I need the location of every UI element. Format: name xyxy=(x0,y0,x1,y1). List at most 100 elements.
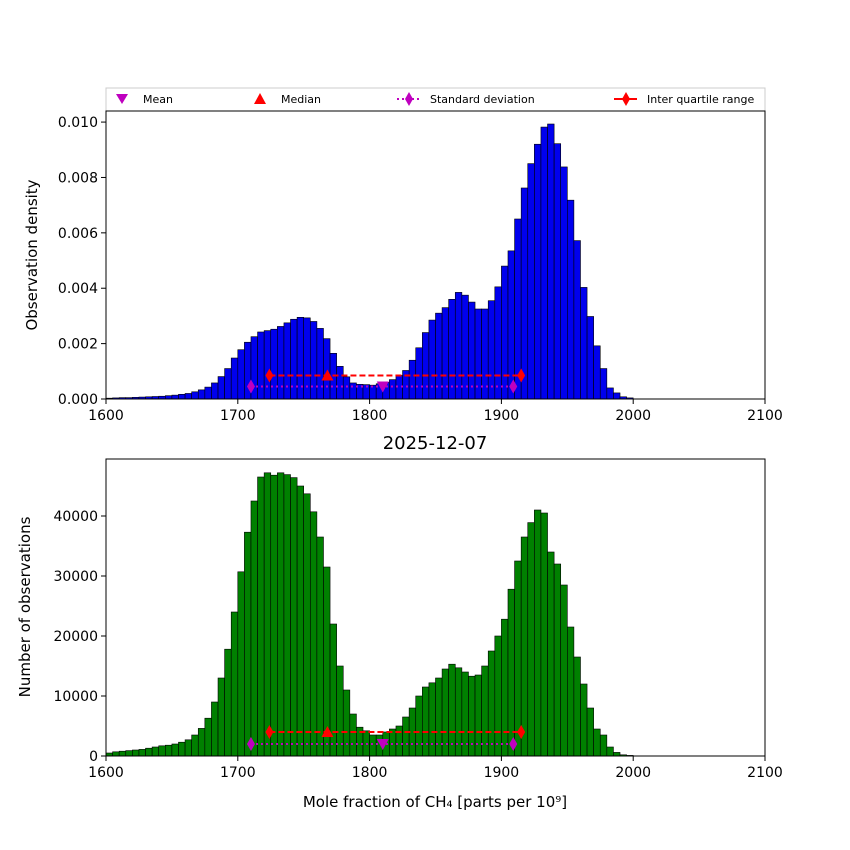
histogram-bar xyxy=(487,650,496,757)
count-stat-markers xyxy=(246,725,526,751)
histogram-bar xyxy=(171,394,179,400)
histogram-bar xyxy=(316,536,324,757)
histogram-bar xyxy=(257,476,265,757)
histogram-bar xyxy=(244,531,252,757)
histogram-bar xyxy=(369,734,377,757)
histogram-bar xyxy=(178,393,186,400)
histogram-bar xyxy=(520,187,529,400)
histogram-bar xyxy=(277,472,285,757)
histogram-bar xyxy=(428,682,436,757)
histogram-bar xyxy=(527,163,535,400)
histogram-bar xyxy=(501,618,509,757)
legend-std-marker xyxy=(405,92,413,106)
legend-mean-label: Mean xyxy=(143,93,173,106)
histogram-bar xyxy=(560,584,568,757)
histogram-bar xyxy=(481,308,489,400)
histogram-bar xyxy=(586,316,594,400)
y-tick-label: 0.002 xyxy=(58,337,98,353)
count-bars xyxy=(105,472,634,757)
histogram-bar xyxy=(454,667,463,757)
histogram-bar xyxy=(178,741,186,757)
histogram-bar xyxy=(593,728,601,757)
histogram-bar xyxy=(534,143,542,400)
histogram-bar xyxy=(415,695,423,757)
histogram-bar xyxy=(263,330,272,400)
legend: Mean Median Standard deviation Inter qua… xyxy=(105,87,766,112)
histogram-bar xyxy=(257,331,265,400)
x-tick-label: 1900 xyxy=(484,765,520,781)
y-tick-label: 0.010 xyxy=(58,115,98,131)
histogram-bar xyxy=(599,734,608,757)
histogram-bar xyxy=(580,287,588,400)
histogram-bar xyxy=(441,307,449,400)
histogram-bar xyxy=(237,349,245,400)
histogram-bar xyxy=(349,713,357,757)
count-panel-title: 2025-12-07 xyxy=(383,433,488,454)
histogram-bar xyxy=(112,751,120,757)
histogram-bar xyxy=(389,728,397,757)
histogram-bar xyxy=(184,739,192,757)
histogram-bar xyxy=(165,744,173,757)
histogram-bar xyxy=(184,393,192,400)
histogram-bar xyxy=(296,485,304,757)
histogram-bar xyxy=(132,749,140,757)
count-y-axis-label: Number of observations xyxy=(16,516,34,697)
histogram-bar xyxy=(408,359,417,400)
histogram-bar xyxy=(507,250,515,400)
histogram-bar xyxy=(224,648,232,757)
count-x-ticks: 1600 1700 1800 1900 2000 2100 xyxy=(88,756,783,781)
count-histogram-panel: 2025-12-07 1600 1700 1800 1900 2000 2100 0 100… xyxy=(16,433,783,811)
legend-mean-marker xyxy=(116,94,128,104)
y-tick-label: 30000 xyxy=(53,569,98,585)
histogram-bar xyxy=(527,522,535,757)
median-marker xyxy=(321,369,334,381)
histogram-bar xyxy=(270,328,278,400)
iqr-low-marker xyxy=(265,725,274,739)
histogram-bar xyxy=(448,299,456,400)
histogram-bar xyxy=(138,749,146,757)
histogram-bar xyxy=(171,743,179,757)
histogram-bar xyxy=(580,683,588,757)
histogram-bar xyxy=(606,387,614,400)
histogram-bar xyxy=(323,338,331,400)
y-tick-label: 40000 xyxy=(53,509,98,525)
histogram-bar xyxy=(283,322,291,400)
histogram-bar xyxy=(573,656,581,757)
histogram-bar xyxy=(250,500,258,757)
histogram-bar xyxy=(422,332,430,400)
iqr-low-marker xyxy=(265,368,274,383)
count-x-axis-label: Mole fraction of CH₄ [parts per 10⁹] xyxy=(303,793,567,811)
histogram-bar xyxy=(553,143,562,400)
histogram-bar xyxy=(553,563,562,757)
histogram-bar xyxy=(395,725,403,757)
histogram-bar xyxy=(224,368,232,400)
histogram-bar xyxy=(494,635,502,757)
y-tick-label: 0.004 xyxy=(58,281,98,297)
histogram-bar xyxy=(501,265,509,400)
y-tick-label: 0.008 xyxy=(58,170,98,186)
legend-median-marker xyxy=(254,93,266,104)
histogram-bar xyxy=(402,716,410,757)
histogram-bar xyxy=(309,511,318,757)
count-y-ticks: 0 10000 20000 30000 40000 xyxy=(53,509,106,765)
histogram-bar xyxy=(211,701,219,757)
histogram-bar xyxy=(211,382,219,400)
histogram-bar xyxy=(158,745,166,757)
histogram-bar xyxy=(547,551,555,757)
x-tick-label: 1800 xyxy=(352,408,388,424)
count-plot-frame xyxy=(105,458,766,757)
histogram-bar xyxy=(342,689,351,757)
histogram-bar xyxy=(230,357,239,400)
histogram-bar xyxy=(481,665,489,757)
x-tick-label: 2100 xyxy=(747,765,783,781)
histogram-bar xyxy=(303,493,311,757)
histogram-bar xyxy=(349,382,357,400)
histogram-bar xyxy=(441,668,449,757)
histogram-bar xyxy=(461,294,469,400)
histogram-bar xyxy=(540,512,548,757)
histogram-bar xyxy=(204,717,212,757)
histogram-bar xyxy=(593,345,601,400)
histogram-bar xyxy=(191,391,199,400)
histogram-bar xyxy=(237,571,245,757)
